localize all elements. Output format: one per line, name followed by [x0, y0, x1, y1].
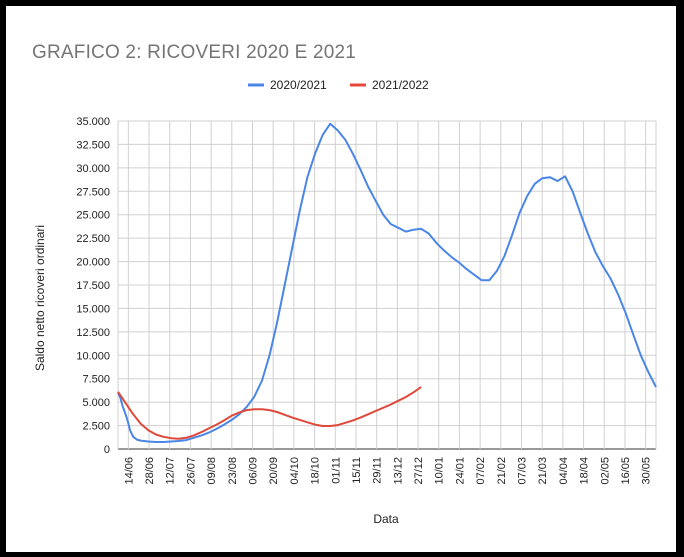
- series-line-2: [117, 386, 422, 440]
- x-tick-label: 28/06: [144, 457, 156, 485]
- x-tick-label: 13/12: [392, 457, 404, 485]
- x-tick-label: 01/11: [330, 457, 342, 484]
- y-tick-label: 30.000: [76, 163, 110, 175]
- x-tick-label: 20/09: [268, 457, 280, 485]
- x-tick-label: 04/04: [558, 457, 570, 485]
- legend-label-series-2: 2021/2022: [372, 78, 429, 92]
- y-tick-label: 25.000: [76, 210, 110, 222]
- y-tick-label: 22.500: [76, 233, 110, 245]
- series-line-1: [117, 122, 657, 443]
- y-tick-label: 32.500: [76, 139, 110, 151]
- x-tick-label: 18/04: [579, 457, 591, 485]
- x-tick-label: 14/06: [123, 457, 135, 485]
- y-tick-label: 17.500: [76, 280, 110, 292]
- y-tick-label: 10.000: [76, 350, 110, 362]
- gridlines: [117, 120, 657, 450]
- x-tick-label: 02/05: [599, 457, 611, 485]
- y-tick-label: 7.500: [82, 374, 110, 386]
- x-tick-label: 12/07: [165, 457, 177, 485]
- x-tick-label: 06/09: [248, 457, 260, 485]
- y-tick-label: 27.500: [76, 186, 110, 198]
- y-tick-label: 2.500: [82, 421, 110, 433]
- x-tick-label: 15/11: [351, 457, 363, 484]
- x-tick-label: 23/08: [227, 457, 239, 485]
- y-tick-label: 20.000: [76, 257, 110, 269]
- x-tick-label: 10/01: [434, 457, 446, 485]
- x-tick-label: 29/11: [372, 457, 384, 484]
- x-tick-label: 09/08: [206, 457, 218, 485]
- x-tick-label: 27/12: [413, 457, 425, 485]
- chart-title: GRAFICO 2: RICOVERI 2020 E 2021: [32, 42, 357, 63]
- y-tick-label: 15.000: [76, 303, 110, 315]
- y-axis-title: Saldo netto ricoveri ordinari: [33, 225, 47, 371]
- x-tick-label: 24/01: [454, 457, 466, 485]
- series-lines: [117, 122, 657, 443]
- x-tick-label: 04/10: [289, 457, 301, 485]
- x-tick-label: 21/02: [496, 457, 508, 485]
- x-tick-label: 21/03: [537, 457, 549, 485]
- legend: 2020/2021 2021/2022: [248, 78, 429, 92]
- y-tick-label: 35.000: [76, 116, 110, 128]
- x-axis-ticks: 14/06 28/06 12/07 26/07 09/08 23/08 06/09 20/09…: [123, 457, 652, 485]
- y-tick-label: 0: [104, 444, 110, 456]
- x-tick-label: 07/02: [475, 457, 487, 485]
- x-tick-label: 16/05: [620, 457, 632, 485]
- y-tick-label: 5.000: [82, 397, 110, 409]
- x-tick-label: 30/05: [641, 457, 653, 485]
- x-tick-label: 07/03: [517, 457, 529, 485]
- x-tick-label: 18/10: [310, 457, 322, 485]
- x-tick-label: 26/07: [185, 457, 197, 485]
- y-tick-label: 12.500: [76, 327, 110, 339]
- y-axis-ticks: 0 2.500 5.000 7.500 10.000 12.500 15.000 17.500…: [76, 116, 110, 456]
- legend-label-series-1: 2020/2021: [270, 78, 327, 92]
- x-axis-title: Data: [373, 512, 399, 526]
